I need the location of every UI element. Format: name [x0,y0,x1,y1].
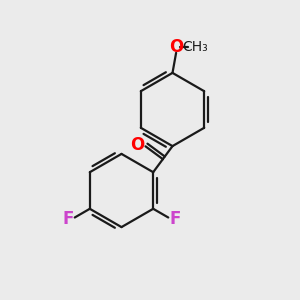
Text: O: O [130,136,144,154]
Text: CH₃: CH₃ [182,40,208,54]
Text: F: F [169,210,181,228]
Text: O: O [169,38,183,56]
Text: F: F [62,210,74,228]
